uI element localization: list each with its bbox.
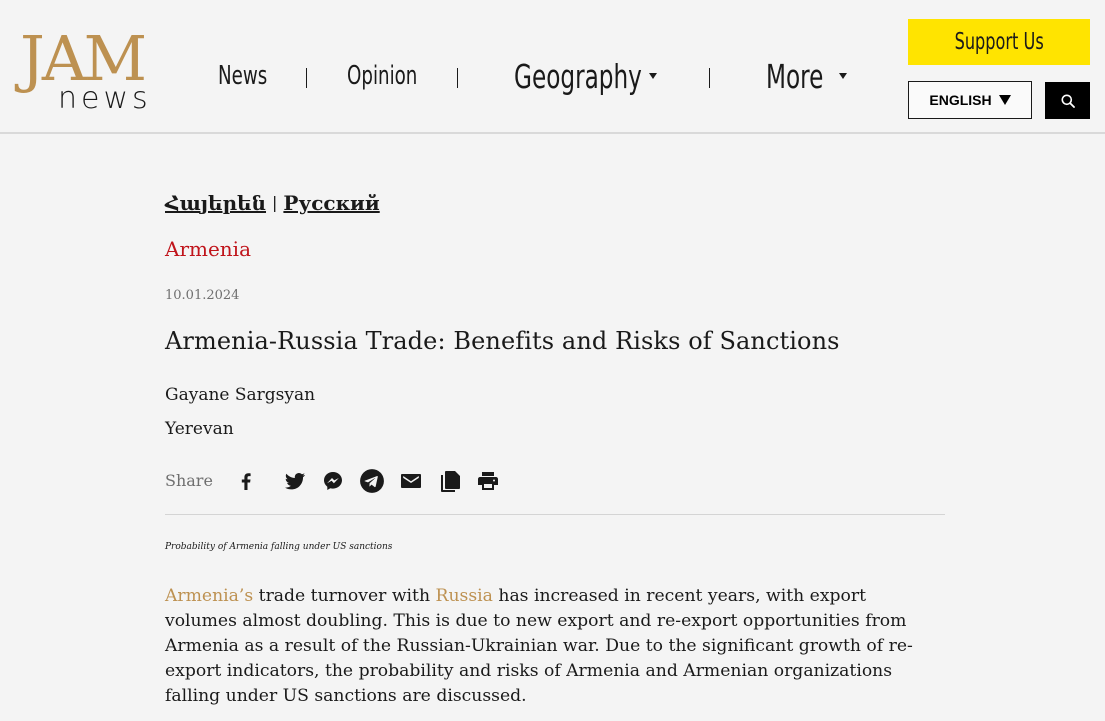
site-header: JAM news News Opinion Geography More Sup… [0,0,1105,134]
author-name[interactable]: Gayane Sargsyan [165,385,316,405]
body-text-segment: has increased in recent years, with expo… [165,586,913,706]
share-label: Share [165,471,213,490]
twitter-icon[interactable] [283,469,307,493]
print-icon[interactable] [476,469,500,493]
publish-date: 10.01.2024 [165,288,240,303]
email-icon[interactable] [399,469,423,493]
messenger-icon[interactable] [321,469,345,493]
language-label: ENGLISH [929,92,992,108]
telegram-icon[interactable] [359,468,385,494]
geography-caret-icon[interactable] [649,73,657,79]
nav-separator [709,68,710,88]
translation-links: Հայերեն | Русский [165,191,380,215]
armenia-link[interactable]: Armenia’s [165,586,254,606]
copy-icon[interactable] [438,469,462,493]
body-text-segment: trade turnover with [253,586,436,606]
logo-news: news [58,81,152,116]
jamnews-logo[interactable]: JAM news [20,28,175,118]
image-caption: Probability of Armenia falling under US … [165,542,393,552]
nav-more[interactable]: More [766,57,824,96]
nav-separator [457,68,458,88]
nav-opinion[interactable]: Opinion [347,61,418,91]
logo-jam: JAM [20,22,147,95]
russian-link[interactable]: Русский [283,191,380,215]
search-button[interactable] [1045,82,1090,119]
nav-news[interactable]: News [218,61,268,91]
armenian-link[interactable]: Հայերեն [165,191,267,215]
nav-separator [306,68,307,88]
article-location: Yerevan [165,419,234,439]
search-icon [1061,94,1075,108]
article-title: Armenia-Russia Trade: Benefits and Risks… [165,327,840,355]
category-link[interactable]: Armenia [165,237,252,261]
share-divider [165,514,945,515]
dropdown-arrow-icon [998,95,1011,105]
language-selector[interactable]: ENGLISH [908,81,1032,119]
article-body: Armenia’s trade turnover with Russia has… [165,584,935,709]
translation-separator: | [272,193,278,212]
more-caret-icon[interactable] [839,73,847,79]
nav-geography[interactable]: Geography [514,57,642,96]
support-us-button[interactable]: Support Us [908,19,1090,65]
support-us-label: Support Us [954,29,1044,55]
russia-link[interactable]: Russia [435,586,493,606]
facebook-icon[interactable] [234,469,258,493]
